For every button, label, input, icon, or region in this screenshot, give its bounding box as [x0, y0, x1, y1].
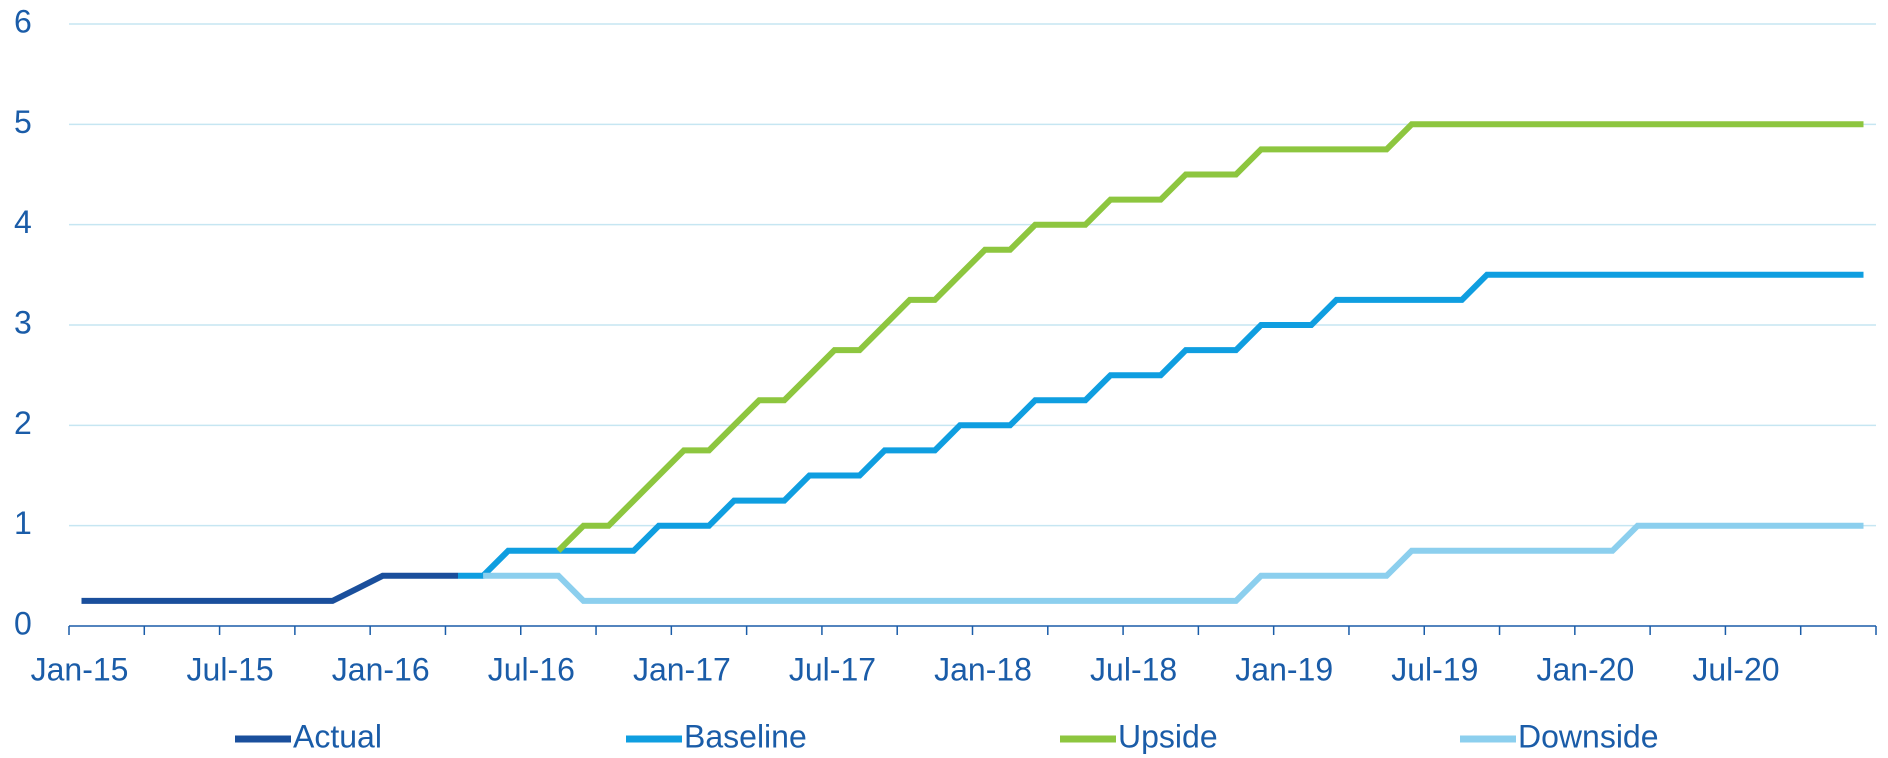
x-tick-label: Jan-16 [332, 651, 430, 687]
x-tick-label: Jan-19 [1235, 651, 1333, 687]
x-tick-label: Jul-17 [789, 651, 876, 687]
x-tick-label: Jul-19 [1391, 651, 1478, 687]
x-tick-label: Jul-16 [488, 651, 575, 687]
x-tick-label: Jan-18 [934, 651, 1032, 687]
x-tick-label: Jul-20 [1692, 651, 1779, 687]
x-tick-label: Jan-20 [1536, 651, 1634, 687]
x-tick-label: Jul-15 [187, 651, 274, 687]
y-tick-label: 6 [14, 3, 32, 39]
y-tick-label: 3 [14, 304, 32, 340]
series-line [458, 271, 1864, 579]
x-tick-label: Jan-15 [31, 651, 129, 687]
y-tick-label: 1 [14, 505, 32, 541]
legend-label: Downside [1518, 718, 1659, 754]
y-tick-label: 2 [14, 405, 32, 441]
y-tick-label: 5 [14, 104, 32, 140]
series-line [483, 522, 1864, 604]
legend-label: Upside [1118, 718, 1218, 754]
series-line [556, 121, 1864, 553]
series-line [81, 572, 458, 604]
x-tick-label: Jan-17 [633, 651, 731, 687]
y-tick-label: 0 [14, 605, 32, 641]
x-tick-label: Jul-18 [1090, 651, 1177, 687]
legend-label: Actual [293, 718, 382, 754]
y-tick-label: 4 [14, 204, 32, 240]
legend-label: Baseline [684, 718, 807, 754]
